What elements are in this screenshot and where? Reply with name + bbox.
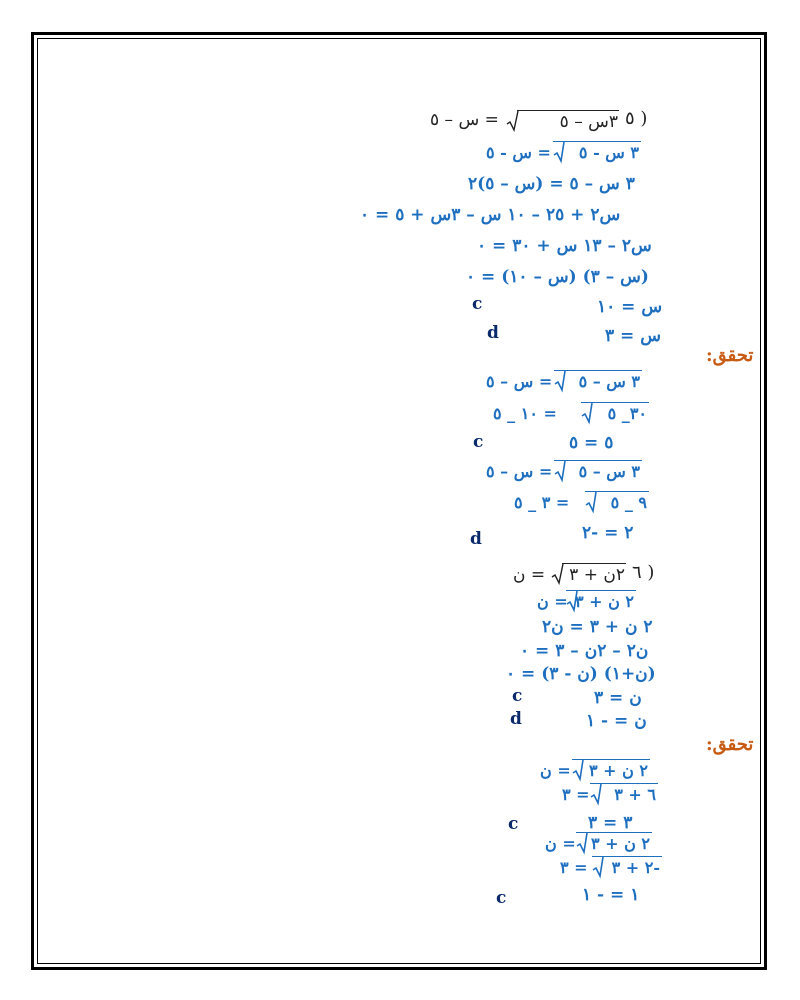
problem6-line4: (ن+١) (ن - ٣) = ٠ (506, 664, 656, 684)
problem5-line3: س٢ + ٢٥ – ١٠ س – ٣س + ٥ = ٠ (360, 205, 621, 225)
problem5-verify1-radicand: ٣ س – ٥ (578, 372, 640, 391)
radical-sign-icon (553, 141, 565, 164)
problem5-mark-d1: d (487, 323, 499, 343)
problem6-line2: ٢ ن + ٣ = ن٢ (542, 617, 653, 637)
problem5-verify1-rhs: = س – ٥ (486, 372, 553, 391)
problem5-line2: ٣ س – ٥ = (س – ٥)٢ (468, 174, 635, 194)
problem5-verify2-rhs: = ١٠ _ ٥ (493, 404, 557, 423)
problem5-verify6: ٢ = -٢ (582, 523, 634, 543)
radical-sign-icon (554, 460, 566, 483)
problem5-line6: س = ١٠ (597, 297, 663, 317)
problem6-number: ( ٦ (632, 562, 655, 583)
radical-sign-icon (590, 783, 602, 806)
problem6-verify1-rhs: = ن (540, 761, 571, 780)
problem5-verify4-rhs: = س – ٥ (486, 462, 553, 481)
problem5-verify5-radicand: ٩ _ ٥ (610, 493, 647, 512)
problem6-verify5-radicand: -٢ + ٣ (611, 858, 660, 877)
problem6-mark-d1: d (510, 709, 522, 729)
problem5-mark-c2: c (473, 432, 484, 452)
problem6-header-radical: ٢ن + ٣ (551, 563, 629, 586)
radical-sign-icon (592, 856, 604, 879)
problem5-number: ( ٥ (625, 108, 648, 129)
problem5-line4: س٢ – ١٣ س + ٣٠ = ٠ (477, 236, 652, 256)
problem6-verify1-radical: ٢ ن + ٣ (572, 759, 662, 782)
problem6-verify5-rhs: = ٣ (560, 858, 588, 877)
problem6-verify-label: تحقق: (706, 734, 754, 755)
problem5-mark-c1: c (472, 294, 483, 314)
radical-sign-icon (566, 590, 578, 613)
page-frame-inner (37, 38, 761, 964)
problem5-verify4-radical: ٣ س – ٥ (554, 460, 654, 483)
problem5-line7: س = ٣ (605, 326, 661, 346)
problem6-verify2-rhs: = ٣ (562, 785, 590, 804)
problem6-header-rhs: = ن (513, 565, 546, 585)
problem6-verify4-radical: ٢ ن + ٣ (576, 832, 664, 855)
radical-sign-icon (576, 832, 588, 855)
problem6-verify1-radicand: ٢ ن + ٣ (588, 761, 648, 780)
radical-sign-icon (572, 759, 584, 782)
problem6-verify2-radical: ٦ + ٣ (590, 783, 670, 806)
radical-sign-icon (506, 110, 519, 133)
problem5-line5: (س – ٣) (س – ١٠) = ٠ (466, 267, 649, 287)
problem6-line3: ن٢ – ٢ن – ٣ = ٠ (520, 641, 649, 661)
problem6-line5: ن = ٣ (594, 688, 642, 708)
radical-sign-icon (554, 370, 566, 393)
problem5-verify2-radical: ٣٠_ ٥ (581, 402, 661, 425)
radical-sign-icon (585, 491, 597, 514)
problem6-verify4-rhs: = ن (545, 834, 576, 853)
problem5-line1-radicand: ٣ س - ٥ (578, 143, 639, 162)
problem5-header-radicand: ٣س – ٥ (559, 112, 618, 132)
problem6-verify4-radicand: ٢ ن + ٣ (590, 834, 650, 853)
problem5-verify5-radical: ٩ _ ٥ (585, 491, 661, 514)
problem5-mark-d2: d (470, 529, 482, 549)
problem5-verify5-rhs: = ٣ _ ٥ (514, 493, 570, 512)
problem5-verify1-radical: ٣ س – ٥ (554, 370, 654, 393)
problem5-verify-label: تحقق: (706, 345, 754, 366)
problem6-verify5-radical: -٢ + ٣ (592, 856, 674, 879)
radical-sign-icon (581, 402, 593, 425)
problem5-header-rhs: = س – ٥ (430, 110, 499, 130)
problem6-header-radicand: ٢ن + ٣ (569, 565, 625, 585)
problem5-line1-radical: ٣ س - ٥ (553, 141, 653, 164)
problem6-mark-c2: c (508, 814, 519, 834)
problem5-verify4-radicand: ٣ س – ٥ (578, 462, 640, 481)
problem6-line1-radical: ٢ ن + ٣ (566, 590, 648, 613)
problem6-mark-c3: c (496, 888, 507, 908)
problem6-line1-radicand: ٢ ن + ٣ (574, 592, 634, 611)
problem5-verify2-radicand: ٣٠_ ٥ (607, 404, 647, 423)
problem6-line1-rhs: = ن (537, 592, 568, 611)
problem6-mark-c1: c (512, 686, 523, 706)
page-frame-outer (31, 32, 767, 970)
problem6-verify3: ٣ = ٣ (588, 813, 633, 833)
problem5-header-radical: ٣س – ٥ (506, 110, 622, 133)
problem6-line6: ن = - ١ (586, 711, 647, 731)
problem5-verify3: ٥ = ٥ (569, 433, 614, 453)
radical-sign-icon (551, 563, 564, 586)
problem6-verify6: ١ = - ١ (582, 885, 640, 905)
problem5-line1-rhs: = س - ٥ (486, 143, 551, 162)
problem6-verify2-radicand: ٦ + ٣ (614, 785, 656, 804)
